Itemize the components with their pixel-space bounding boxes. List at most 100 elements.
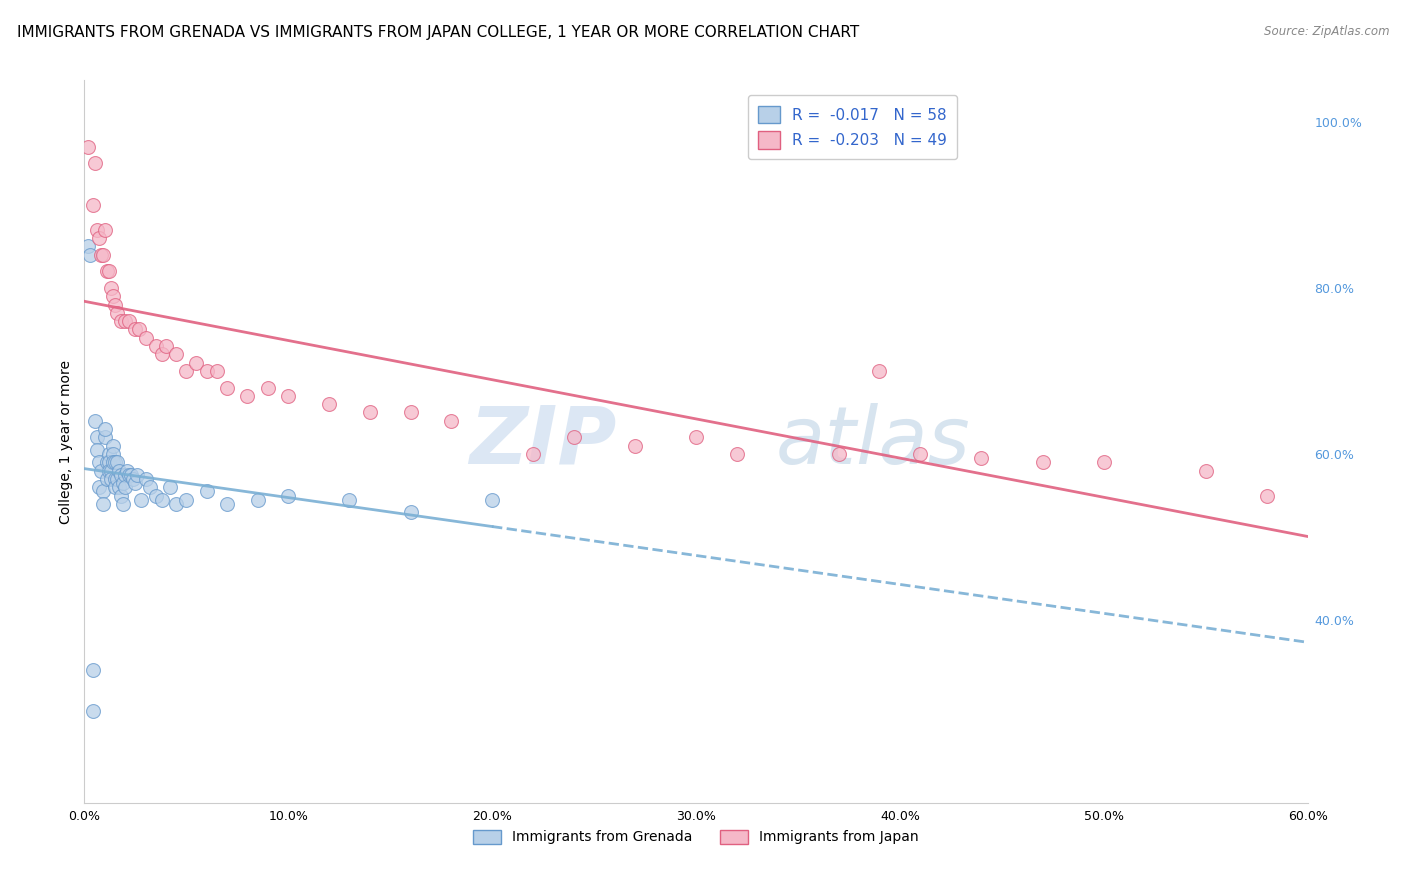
Point — [86, 442, 108, 457]
Point — [562, 430, 585, 444]
Point — [101, 447, 124, 461]
Point — [93, 422, 115, 436]
Legend: Immigrants from Grenada, Immigrants from Japan: Immigrants from Grenada, Immigrants from… — [468, 824, 924, 850]
Point — [83, 156, 105, 170]
Text: IMMIGRANTS FROM GRENADA VS IMMIGRANTS FROM JAPAN COLLEGE, 1 YEAR OR MORE CORRELA: IMMIGRANTS FROM GRENADA VS IMMIGRANTS FR… — [17, 25, 859, 40]
Point — [122, 472, 145, 486]
Point — [1032, 455, 1054, 469]
Point — [104, 472, 127, 486]
Point — [86, 430, 108, 444]
Point — [869, 364, 891, 378]
Point — [217, 497, 239, 511]
Point — [205, 364, 228, 378]
Point — [246, 492, 269, 507]
Point — [91, 497, 114, 511]
Point — [104, 297, 127, 311]
Point — [105, 455, 128, 469]
Point — [100, 281, 122, 295]
Point — [522, 447, 544, 461]
Point — [104, 455, 127, 469]
Point — [96, 455, 118, 469]
Point — [339, 492, 361, 507]
Point — [87, 480, 110, 494]
Point — [145, 339, 167, 353]
Point — [277, 489, 299, 503]
Point — [120, 467, 142, 482]
Point — [105, 472, 128, 486]
Point — [155, 339, 177, 353]
Point — [128, 322, 150, 336]
Point — [725, 447, 748, 461]
Point — [481, 492, 503, 507]
Point — [110, 467, 132, 482]
Point — [118, 314, 141, 328]
Point — [399, 405, 422, 419]
Point — [135, 472, 157, 486]
Point — [90, 464, 112, 478]
Point — [138, 480, 160, 494]
Point — [96, 472, 118, 486]
Point — [101, 439, 124, 453]
Point — [399, 505, 422, 519]
Point — [114, 314, 136, 328]
Point — [83, 414, 105, 428]
Point — [97, 447, 120, 461]
Point — [108, 480, 131, 494]
Point — [91, 248, 114, 262]
Point — [359, 405, 381, 419]
Point — [97, 264, 120, 278]
Point — [96, 264, 118, 278]
Point — [217, 380, 239, 394]
Point — [257, 380, 280, 394]
Point — [236, 389, 259, 403]
Point — [79, 248, 101, 262]
Point — [110, 314, 132, 328]
Point — [112, 497, 135, 511]
Point — [970, 451, 993, 466]
Point — [114, 480, 136, 494]
Point — [165, 347, 187, 361]
Point — [100, 472, 122, 486]
Point — [150, 347, 173, 361]
Point — [115, 464, 138, 478]
Point — [82, 198, 104, 212]
Point — [100, 464, 122, 478]
Point — [91, 484, 114, 499]
Point — [135, 331, 157, 345]
Point — [82, 663, 104, 677]
Point — [114, 467, 136, 482]
Point — [195, 364, 218, 378]
Point — [87, 455, 110, 469]
Point — [174, 364, 197, 378]
Point — [910, 447, 932, 461]
Point — [277, 389, 299, 403]
Point — [131, 492, 153, 507]
Text: atlas: atlas — [776, 402, 970, 481]
Point — [195, 484, 218, 499]
Point — [440, 414, 463, 428]
Point — [186, 356, 208, 370]
Point — [118, 467, 141, 482]
Point — [105, 306, 128, 320]
Point — [624, 439, 647, 453]
Point — [86, 223, 108, 237]
Point — [174, 492, 197, 507]
Point — [104, 480, 127, 494]
Point — [77, 139, 100, 153]
Point — [87, 231, 110, 245]
Point — [93, 223, 115, 237]
Point — [108, 464, 131, 478]
Point — [685, 430, 707, 444]
Text: Source: ZipAtlas.com: Source: ZipAtlas.com — [1264, 25, 1389, 38]
Point — [1195, 464, 1218, 478]
Point — [101, 455, 124, 469]
Point — [828, 447, 851, 461]
Point — [82, 705, 104, 719]
Point — [97, 464, 120, 478]
Y-axis label: College, 1 year or more: College, 1 year or more — [59, 359, 73, 524]
Point — [110, 489, 132, 503]
Point — [1092, 455, 1115, 469]
Point — [1256, 489, 1278, 503]
Point — [124, 476, 146, 491]
Point — [159, 480, 181, 494]
